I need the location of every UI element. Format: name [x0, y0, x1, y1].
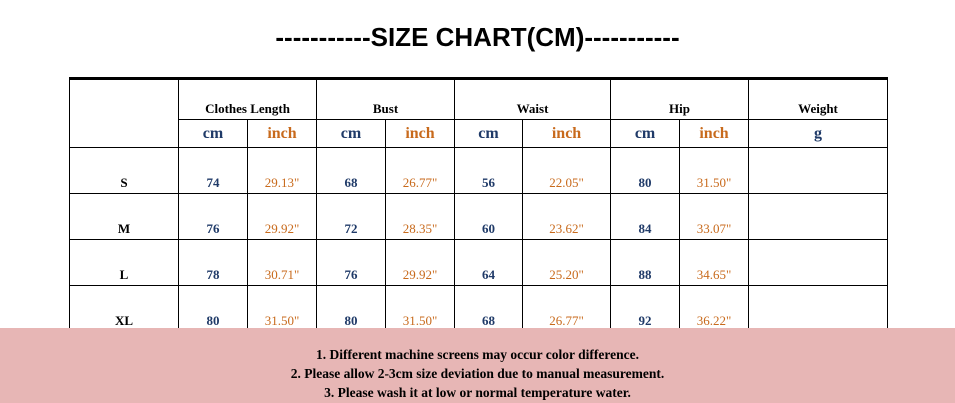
size-label: XL: [69, 285, 179, 332]
data-row: M 76 29.92" 72 28.35" 60 23.62" 84 33.07": [69, 193, 889, 240]
table-body: Clothes Length Bust Waist Hip Weight cm inch cm…: [69, 78, 889, 332]
group-header: Bust: [315, 78, 456, 120]
size-value: 29.92": [384, 239, 456, 286]
title: -----------SIZE CHART(CM)-----------: [275, 22, 680, 52]
size-value: 26.77": [522, 285, 612, 332]
unit-header: inch: [384, 119, 456, 148]
size-value: 80: [610, 147, 681, 194]
size-label: L: [69, 239, 179, 286]
note: 1. Different machine screens may occur c…: [315, 347, 640, 362]
unit-header: cm: [316, 119, 386, 148]
size-label: M: [69, 193, 179, 240]
size-value: 29.92": [247, 193, 317, 240]
size-value: 31.50": [679, 147, 750, 194]
unit-header: inch: [522, 119, 612, 148]
weight-cell: [748, 285, 889, 332]
size-value: 80: [178, 285, 248, 332]
size-value: 25.20": [522, 239, 612, 286]
size-value: 31.50": [247, 285, 317, 332]
group-header: Clothes Length: [178, 78, 317, 120]
header-row: Clothes Length Bust Waist Hip Weight: [69, 78, 889, 148]
size-table: Clothes Length Bust Waist Hip Weight cm inch cm…: [69, 77, 889, 332]
size-value: 33.07": [679, 193, 750, 240]
weight-cell: [748, 147, 889, 194]
data-row: XL 80 31.50" 80 31.50" 68 26.77" 92 36.22": [69, 285, 889, 332]
size-value: 23.62": [522, 193, 612, 240]
data-row: L 78 30.71" 76 29.92" 64 25.20" 88 34.65": [69, 239, 889, 286]
size-value: 64: [454, 239, 524, 286]
size-value: 22.05": [522, 147, 612, 194]
size-value: 88: [610, 239, 681, 286]
notes: 1. Different machine screens may occur c…: [0, 328, 955, 403]
corner-cell: [69, 78, 179, 148]
size-value: 30.71": [247, 239, 317, 286]
unit-header: cm: [610, 119, 681, 148]
size-value: 76: [316, 239, 386, 286]
unit-header: inch: [679, 119, 750, 148]
data-row: S 74 29.13" 68 26.77" 56 22.05" 80 31.50": [69, 147, 889, 194]
unit-header: cm: [178, 119, 248, 148]
unit-header: g: [748, 119, 889, 148]
size-value: 78: [178, 239, 248, 286]
unit-header: cm: [454, 119, 524, 148]
size-value: 56: [454, 147, 524, 194]
size-value: 31.50": [384, 285, 456, 332]
group-header: Hip: [610, 78, 750, 120]
weight-cell: [748, 193, 889, 240]
size-value: 36.22": [679, 285, 750, 332]
size-value: 84: [610, 193, 681, 240]
size-value: 80: [316, 285, 386, 332]
group-header: Weight: [748, 78, 889, 120]
size-value: 29.13": [247, 147, 317, 194]
unit-row: cm inch cm inch cm inch cm inch g: [70, 119, 889, 148]
size-value: 76: [178, 193, 248, 240]
size-value: 60: [454, 193, 524, 240]
group-header: Waist: [454, 78, 612, 120]
size-value: 92: [610, 285, 681, 332]
note: 2. Please allow 2-3cm size deviation due…: [290, 366, 665, 381]
size-label: S: [69, 147, 179, 194]
size-value: 68: [316, 147, 386, 194]
size-value: 26.77": [384, 147, 456, 194]
weight-cell: [748, 239, 889, 286]
size-value: 28.35": [384, 193, 456, 240]
size-value: 72: [316, 193, 386, 240]
unit-header: inch: [247, 119, 317, 148]
size-value: 74: [178, 147, 248, 194]
size-value: 68: [454, 285, 524, 332]
size-value: 34.65": [679, 239, 750, 286]
note: 3. Please wash it at low or normal tempe…: [324, 385, 631, 400]
